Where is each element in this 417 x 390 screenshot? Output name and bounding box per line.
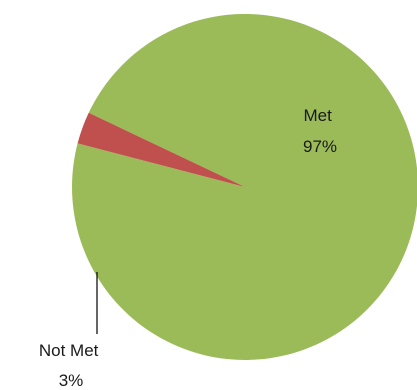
met-slice — [72, 13, 417, 360]
met-slice-name: Met — [303, 106, 332, 125]
not-met-slice — [77, 112, 245, 187]
not-met-slice-value: 3% — [59, 371, 84, 390]
met-slice-value: 97% — [303, 137, 337, 156]
not-met-slice-label: Not Met 3% — [39, 341, 103, 390]
met-slice-label: Met 97% — [303, 106, 337, 156]
not-met-slice-name: Not Met — [39, 341, 99, 360]
pie-slices — [72, 13, 417, 360]
